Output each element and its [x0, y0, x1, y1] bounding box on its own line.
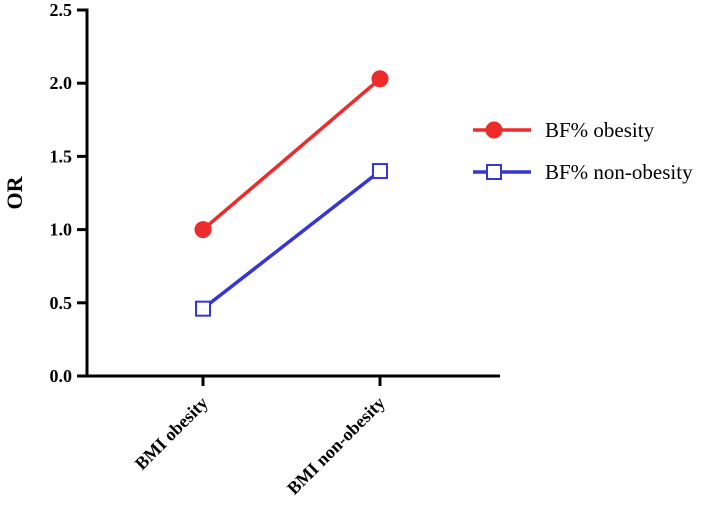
- y-tick-label: 0.5: [50, 293, 73, 313]
- series-line: [201, 169, 382, 311]
- legend-label: BF% non-obesity: [545, 160, 693, 184]
- legend: BF% obesity BF% non-obesity: [473, 118, 693, 184]
- y-tick-label: 1.0: [50, 220, 73, 240]
- data-point: [371, 70, 389, 88]
- legend-marker: [485, 121, 503, 139]
- y-tick-label: 0.0: [50, 366, 73, 386]
- x-tick-label: BMI non-obesity: [283, 393, 389, 499]
- y-tick-label: 2.5: [50, 0, 73, 20]
- x-tick-label: BMI obesity: [131, 393, 212, 474]
- y-axis-title: OR: [2, 175, 27, 209]
- data-point: [194, 221, 212, 239]
- legend-label: BF% obesity: [545, 118, 655, 142]
- series-line: [201, 77, 382, 231]
- y-tick-label: 1.5: [50, 146, 73, 166]
- series-layer: [194, 70, 389, 317]
- y-tick-label: 2.0: [50, 73, 73, 93]
- x-ticks: BMI obesity BMI non-obesity: [131, 376, 389, 498]
- data-point: [372, 163, 388, 180]
- y-ticks: 0.0 0.5 1.0 1.5 2.0 2.5: [50, 0, 87, 386]
- data-point: [195, 300, 211, 317]
- legend-marker: [486, 164, 502, 180]
